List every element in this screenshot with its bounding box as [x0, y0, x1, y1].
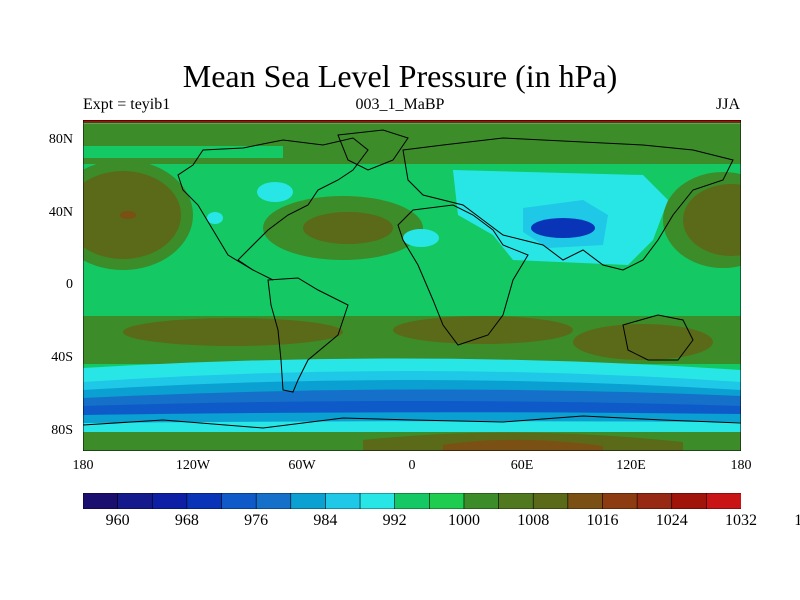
- colorbar-swatch: [325, 493, 361, 509]
- colorbar-swatch: [359, 493, 396, 509]
- colorbar-swatch: [186, 493, 223, 509]
- colorbar-swatch: [117, 493, 154, 509]
- colorbar-swatch: [394, 493, 431, 509]
- colorbar-swatch: [671, 493, 708, 509]
- na-low: [257, 182, 293, 202]
- lat-label-0: 0: [66, 277, 73, 292]
- colorbar-label: 1024: [655, 512, 688, 529]
- lon-label-120e: 120E: [616, 458, 646, 473]
- australia-outline: [622, 314, 694, 361]
- colorbar: [83, 493, 741, 509]
- arctic-strip-light: [83, 146, 283, 158]
- colorbar-label: 1032: [725, 512, 757, 529]
- colorbar-label: 1000: [447, 512, 480, 529]
- colorbar-swatch: [151, 493, 188, 509]
- asian-low-core: [531, 218, 595, 238]
- colorbar-label: 960: [105, 512, 130, 529]
- southern-ridge-core-3: [573, 324, 713, 360]
- mexico-low: [207, 212, 223, 224]
- colorbar-swatch: [463, 493, 500, 509]
- sahara-low: [403, 229, 439, 247]
- colorbar-swatch: [567, 493, 604, 509]
- colorbar-swatch: [221, 493, 257, 509]
- lon-label-0: 0: [408, 458, 416, 473]
- experiment-label: Expt = teyib1: [83, 96, 171, 113]
- colorbar-label: 992: [382, 512, 407, 529]
- lon-label-120w: 120W: [175, 458, 211, 473]
- colorbar-swatch: [290, 493, 327, 509]
- pressure-map: [83, 120, 741, 451]
- top-edge: [83, 120, 741, 123]
- southern-ridge-core-2: [393, 316, 573, 344]
- azores-high-core: [303, 212, 393, 244]
- colorbar-label: 984: [313, 512, 338, 529]
- lon-label-180e: 180: [730, 458, 752, 473]
- colorbar-label: 1008: [517, 512, 550, 529]
- lat-label-80s: 80S: [51, 423, 73, 438]
- chart-title: Mean Sea Level Pressure (in hPa): [182, 58, 618, 94]
- colorbar-swatch: [429, 493, 465, 509]
- lat-label-40n: 40N: [48, 205, 73, 220]
- season-label: JJA: [715, 96, 740, 113]
- coastlines: [83, 129, 741, 429]
- colorbar-label: 976: [244, 512, 269, 529]
- north-america-outline: [177, 137, 369, 281]
- lat-label-80n: 80N: [48, 132, 73, 147]
- colorbar-swatch: [636, 493, 673, 509]
- east-pacific-high-core: [683, 184, 741, 256]
- north-pacific-high-peak: [120, 211, 136, 219]
- colorbar-swatch: [706, 493, 741, 509]
- africa-outline: [397, 204, 529, 346]
- lat-label-40s: 40S: [51, 350, 73, 365]
- colorbar-label: 968: [174, 512, 199, 529]
- greenland-outline: [337, 129, 409, 171]
- south-america-outline: [267, 277, 349, 393]
- southern-ridge-core-1: [123, 318, 343, 346]
- lon-label-180w: 180: [72, 458, 94, 473]
- antarctic-peak: [443, 439, 603, 451]
- colorbar-label: 1016: [586, 512, 619, 529]
- colorbar-swatch: [83, 493, 119, 509]
- colorbar-swatch: [255, 493, 292, 509]
- colorbar-swatch: [532, 493, 569, 509]
- lon-label-60e: 60E: [510, 458, 534, 473]
- colorbar-swatch: [602, 493, 638, 509]
- colorbar-swatch: [498, 493, 535, 509]
- colorbar-label: 1040: [794, 512, 800, 529]
- eurasia-outline: [402, 137, 734, 271]
- lon-label-60w: 60W: [288, 458, 316, 473]
- antarctica-outline: [83, 415, 741, 429]
- run-label: 003_1_MaBP: [355, 96, 445, 113]
